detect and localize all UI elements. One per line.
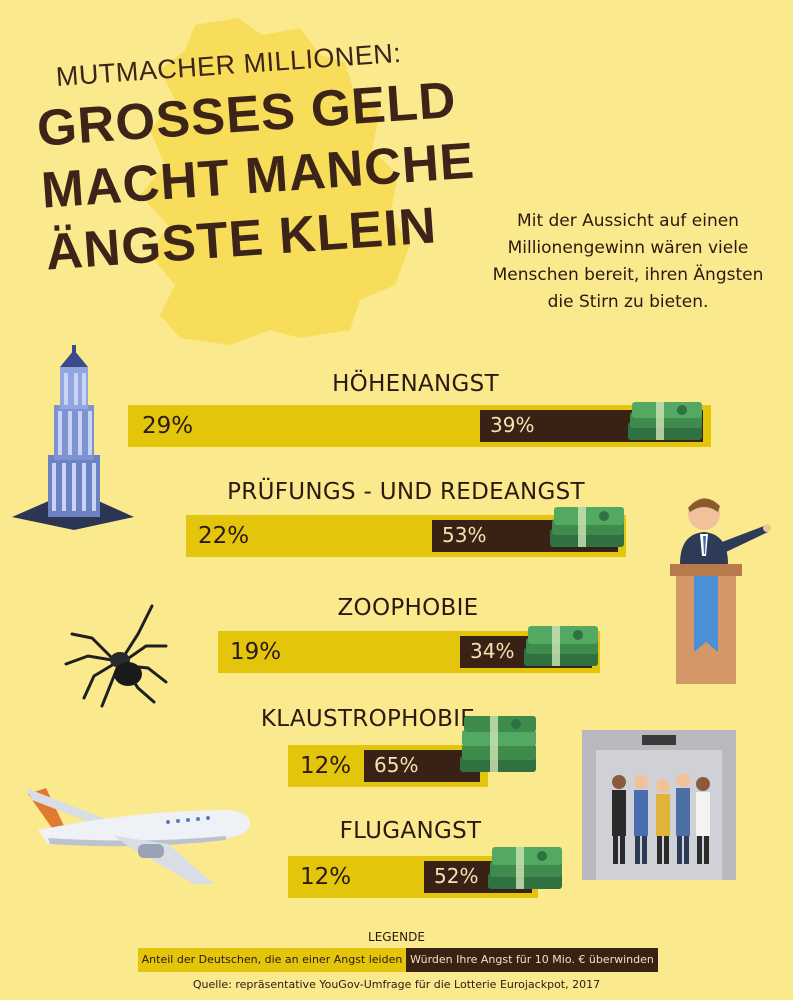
source-note: Quelle: repräsentative YouGov-Umfrage fü… bbox=[192, 978, 601, 991]
category-label-flugangst: FLUGANGST bbox=[339, 818, 482, 844]
category-label-hoehenangst: HÖHENANGST bbox=[332, 371, 499, 397]
overcome-label-pruefungsangst: 53% bbox=[442, 523, 487, 547]
category-label-zoophobie: ZOOPHOBIE bbox=[337, 595, 479, 621]
share-label-hoehenangst: 29% bbox=[142, 413, 194, 439]
share-label-klaustrophobie: 12% bbox=[300, 753, 352, 779]
airplane-illustration bbox=[26, 788, 251, 884]
money-stack-icon bbox=[460, 716, 536, 772]
overcome-label-hoehenangst: 39% bbox=[490, 413, 535, 437]
bar-row-hoehenangst: 29% 39% bbox=[128, 405, 711, 447]
intro-text: Mit der Aussicht auf einen Millionengewi… bbox=[492, 211, 764, 312]
share-label-pruefungsangst: 22% bbox=[198, 523, 250, 549]
overcome-label-zoophobie: 34% bbox=[470, 639, 515, 663]
headline: GROSSES GELD MACHT MANCHE ÄNGSTE KLEIN bbox=[35, 68, 481, 284]
share-label-zoophobie: 19% bbox=[230, 639, 282, 665]
money-stack-icon bbox=[550, 507, 624, 547]
skyscraper-illustration bbox=[12, 345, 134, 530]
legend-title: LEGENDE bbox=[368, 930, 425, 944]
speaker-illustration bbox=[670, 498, 771, 684]
overcome-label-klaustrophobie: 65% bbox=[374, 753, 419, 777]
elevator-illustration bbox=[582, 730, 736, 880]
money-stack-icon bbox=[628, 402, 702, 440]
share-label-flugangst: 12% bbox=[300, 864, 352, 890]
legend-overcome-entry: Würden Ihre Angst für 10 Mio. € überwind… bbox=[406, 948, 658, 972]
category-label-klaustrophobie: KLAUSTROPHOBIE bbox=[260, 706, 476, 732]
overcome-label-flugangst: 52% bbox=[434, 864, 479, 888]
legend: Anteil der Deutschen, die an einer Angst… bbox=[138, 948, 658, 972]
money-stack-icon bbox=[524, 626, 598, 666]
spider-illustration bbox=[64, 604, 168, 708]
legend-share-entry: Anteil der Deutschen, die an einer Angst… bbox=[138, 948, 406, 972]
category-label-pruefungsangst: PRÜFUNGS - UND REDEANGST bbox=[227, 479, 585, 505]
money-stack-icon bbox=[488, 847, 562, 889]
